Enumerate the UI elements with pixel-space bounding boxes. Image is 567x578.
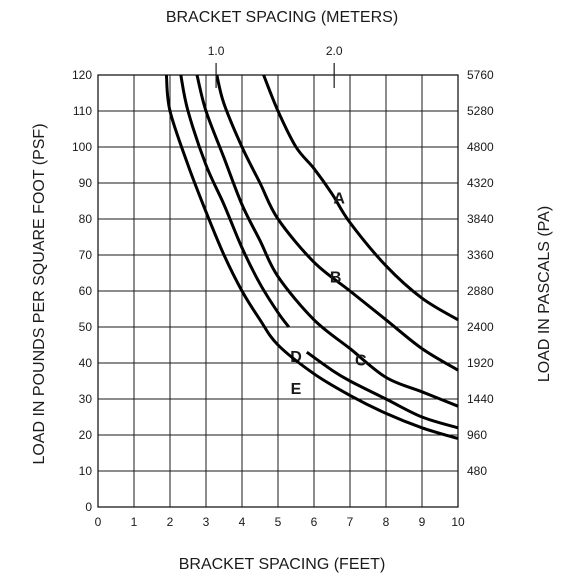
curve-label-a: A xyxy=(333,190,345,207)
y-tick-label-4: 40 xyxy=(79,356,93,370)
x-tick-label-5: 5 xyxy=(275,515,282,529)
y-axis-title: LOAD IN POUNDS PER SQUARE FOOT (PSF) xyxy=(31,123,48,464)
y-tick-label-11: 110 xyxy=(73,104,92,118)
x-tick-label-2: 2 xyxy=(167,515,174,529)
y-tick-label-2: 20 xyxy=(79,428,93,442)
x-tick-label-7: 7 xyxy=(347,515,354,529)
x-tick-label-1: 1 xyxy=(131,515,138,529)
pa-tick-label-4: 2400 xyxy=(467,320,494,334)
y-tick-label-3: 30 xyxy=(79,392,93,406)
y-tick-label-7: 70 xyxy=(79,248,93,262)
x-tick-label-4: 4 xyxy=(239,515,246,529)
y-tick-label-8: 80 xyxy=(79,212,93,226)
curve-label-c: C xyxy=(355,352,367,369)
y-tick-label-12: 120 xyxy=(72,68,92,82)
pa-tick-label-1: 960 xyxy=(467,428,487,442)
pa-tick-label-0: 480 xyxy=(467,464,487,478)
curves: A B C DE xyxy=(164,74,459,441)
meter-tick-label-1: 2.0 xyxy=(326,44,343,58)
pa-tick-label-5: 2880 xyxy=(467,284,494,298)
grid xyxy=(97,74,459,508)
curve-e-5 xyxy=(164,74,459,441)
y-tick-label-9: 90 xyxy=(79,176,93,190)
curve-d-4 xyxy=(305,350,459,430)
x-tick-label-3: 3 xyxy=(203,515,210,529)
x-tick-label-9: 9 xyxy=(419,515,426,529)
pa-tick-label-10: 5280 xyxy=(467,104,494,118)
secondary-x-axis-title: BRACKET SPACING (METERS) xyxy=(166,9,398,26)
y-tick-label-6: 60 xyxy=(79,284,93,298)
y-tick-label-10: 100 xyxy=(72,140,92,154)
meter-tick-label-0: 1.0 xyxy=(208,44,225,58)
pa-tick-label-11: 5760 xyxy=(467,68,494,82)
curve-a-0 xyxy=(262,74,459,322)
x-tick-label-10: 10 xyxy=(451,515,465,529)
x-axis-title: BRACKET SPACING (FEET) xyxy=(179,556,386,573)
curve-d-3 xyxy=(179,74,290,328)
curve-label-e: E xyxy=(291,381,302,398)
pa-tick-label-3: 1920 xyxy=(467,356,494,370)
x-tick-label-8: 8 xyxy=(383,515,390,529)
y-tick-label-5: 50 xyxy=(79,320,93,334)
pa-tick-label-8: 4320 xyxy=(467,176,494,190)
pa-tick-label-7: 3840 xyxy=(467,212,494,226)
pa-tick-label-9: 4800 xyxy=(467,140,494,154)
y-tick-label-1: 10 xyxy=(79,464,93,478)
secondary-y-axis-title: LOAD IN PASCALS (PA) xyxy=(536,206,553,382)
curve-b-1 xyxy=(215,74,459,372)
y-tick-label-0: 0 xyxy=(85,500,92,514)
x-tick-label-6: 6 xyxy=(311,515,318,529)
plot-frame xyxy=(97,74,459,508)
pa-tick-label-6: 3360 xyxy=(467,248,494,262)
tick-labels: 0 1 2 3 4 5 6 7 8 9 100102030405060708090100110120… xyxy=(72,44,494,529)
x-tick-label-0: 0 xyxy=(95,515,102,529)
pa-tick-label-2: 1440 xyxy=(467,392,494,406)
curve-label-d: D xyxy=(290,349,302,366)
curve-c-2 xyxy=(195,74,459,408)
curve-label-b: B xyxy=(330,270,342,287)
